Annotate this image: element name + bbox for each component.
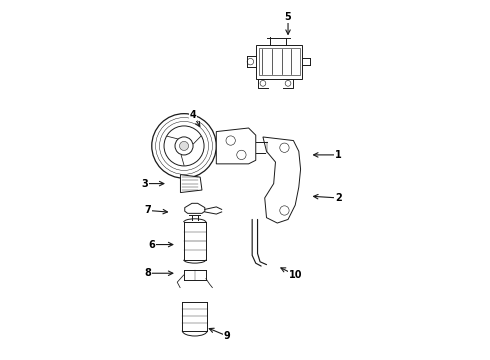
- Text: 10: 10: [289, 270, 302, 280]
- Polygon shape: [263, 137, 300, 223]
- Polygon shape: [216, 128, 256, 164]
- Circle shape: [247, 58, 254, 65]
- Text: 1: 1: [335, 150, 342, 160]
- Text: 7: 7: [145, 206, 151, 216]
- Text: 5: 5: [285, 12, 292, 22]
- Circle shape: [226, 136, 235, 145]
- Circle shape: [237, 150, 246, 159]
- Circle shape: [175, 137, 193, 155]
- Text: 9: 9: [224, 331, 230, 341]
- Bar: [259, 48, 299, 75]
- Text: 3: 3: [141, 179, 148, 189]
- Circle shape: [285, 81, 291, 86]
- Circle shape: [280, 206, 289, 215]
- Polygon shape: [180, 175, 202, 193]
- Circle shape: [152, 114, 216, 178]
- Text: 2: 2: [335, 193, 342, 203]
- Text: 8: 8: [145, 268, 151, 278]
- Circle shape: [260, 81, 266, 86]
- Bar: [256, 45, 302, 79]
- Text: 4: 4: [190, 111, 196, 121]
- Circle shape: [179, 141, 189, 150]
- Text: 6: 6: [148, 239, 155, 249]
- Polygon shape: [185, 203, 205, 213]
- Circle shape: [164, 126, 204, 166]
- Circle shape: [280, 143, 289, 152]
